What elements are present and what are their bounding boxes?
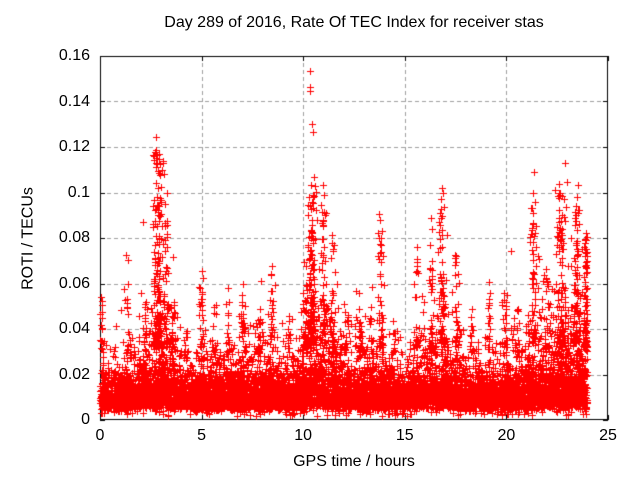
x-axis-label: GPS time / hours [293, 453, 415, 470]
x-tick-label: 25 [599, 427, 617, 444]
y-tick-label: 0.16 [58, 47, 90, 64]
x-tick-label: 10 [294, 427, 313, 444]
y-tick-label: 0.1 [67, 183, 90, 201]
x-tick-label: 20 [497, 427, 516, 444]
y-tick-label: 0.08 [58, 229, 90, 246]
x-tick-label: 0 [95, 427, 105, 444]
y-tick-label: 0.12 [58, 138, 90, 155]
y-tick-label: 0.14 [58, 92, 90, 110]
y-tick-label: 0.04 [58, 320, 90, 337]
chart-title: Day 289 of 2016, Rate Of TEC Index for r… [164, 14, 544, 31]
x-tick-label: 5 [197, 427, 207, 444]
x-tick-label: 15 [395, 427, 414, 444]
y-tick-label: 0 [81, 411, 90, 428]
y-tick-label: 0.02 [58, 365, 90, 383]
y-tick-label: 0.06 [58, 274, 90, 292]
